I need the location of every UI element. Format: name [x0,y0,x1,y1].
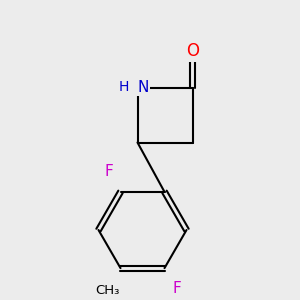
Text: F: F [172,281,181,296]
Text: CH₃: CH₃ [95,284,120,297]
Text: N: N [137,80,149,95]
Text: F: F [104,164,113,178]
Text: O: O [186,43,199,61]
Text: H: H [118,80,128,94]
